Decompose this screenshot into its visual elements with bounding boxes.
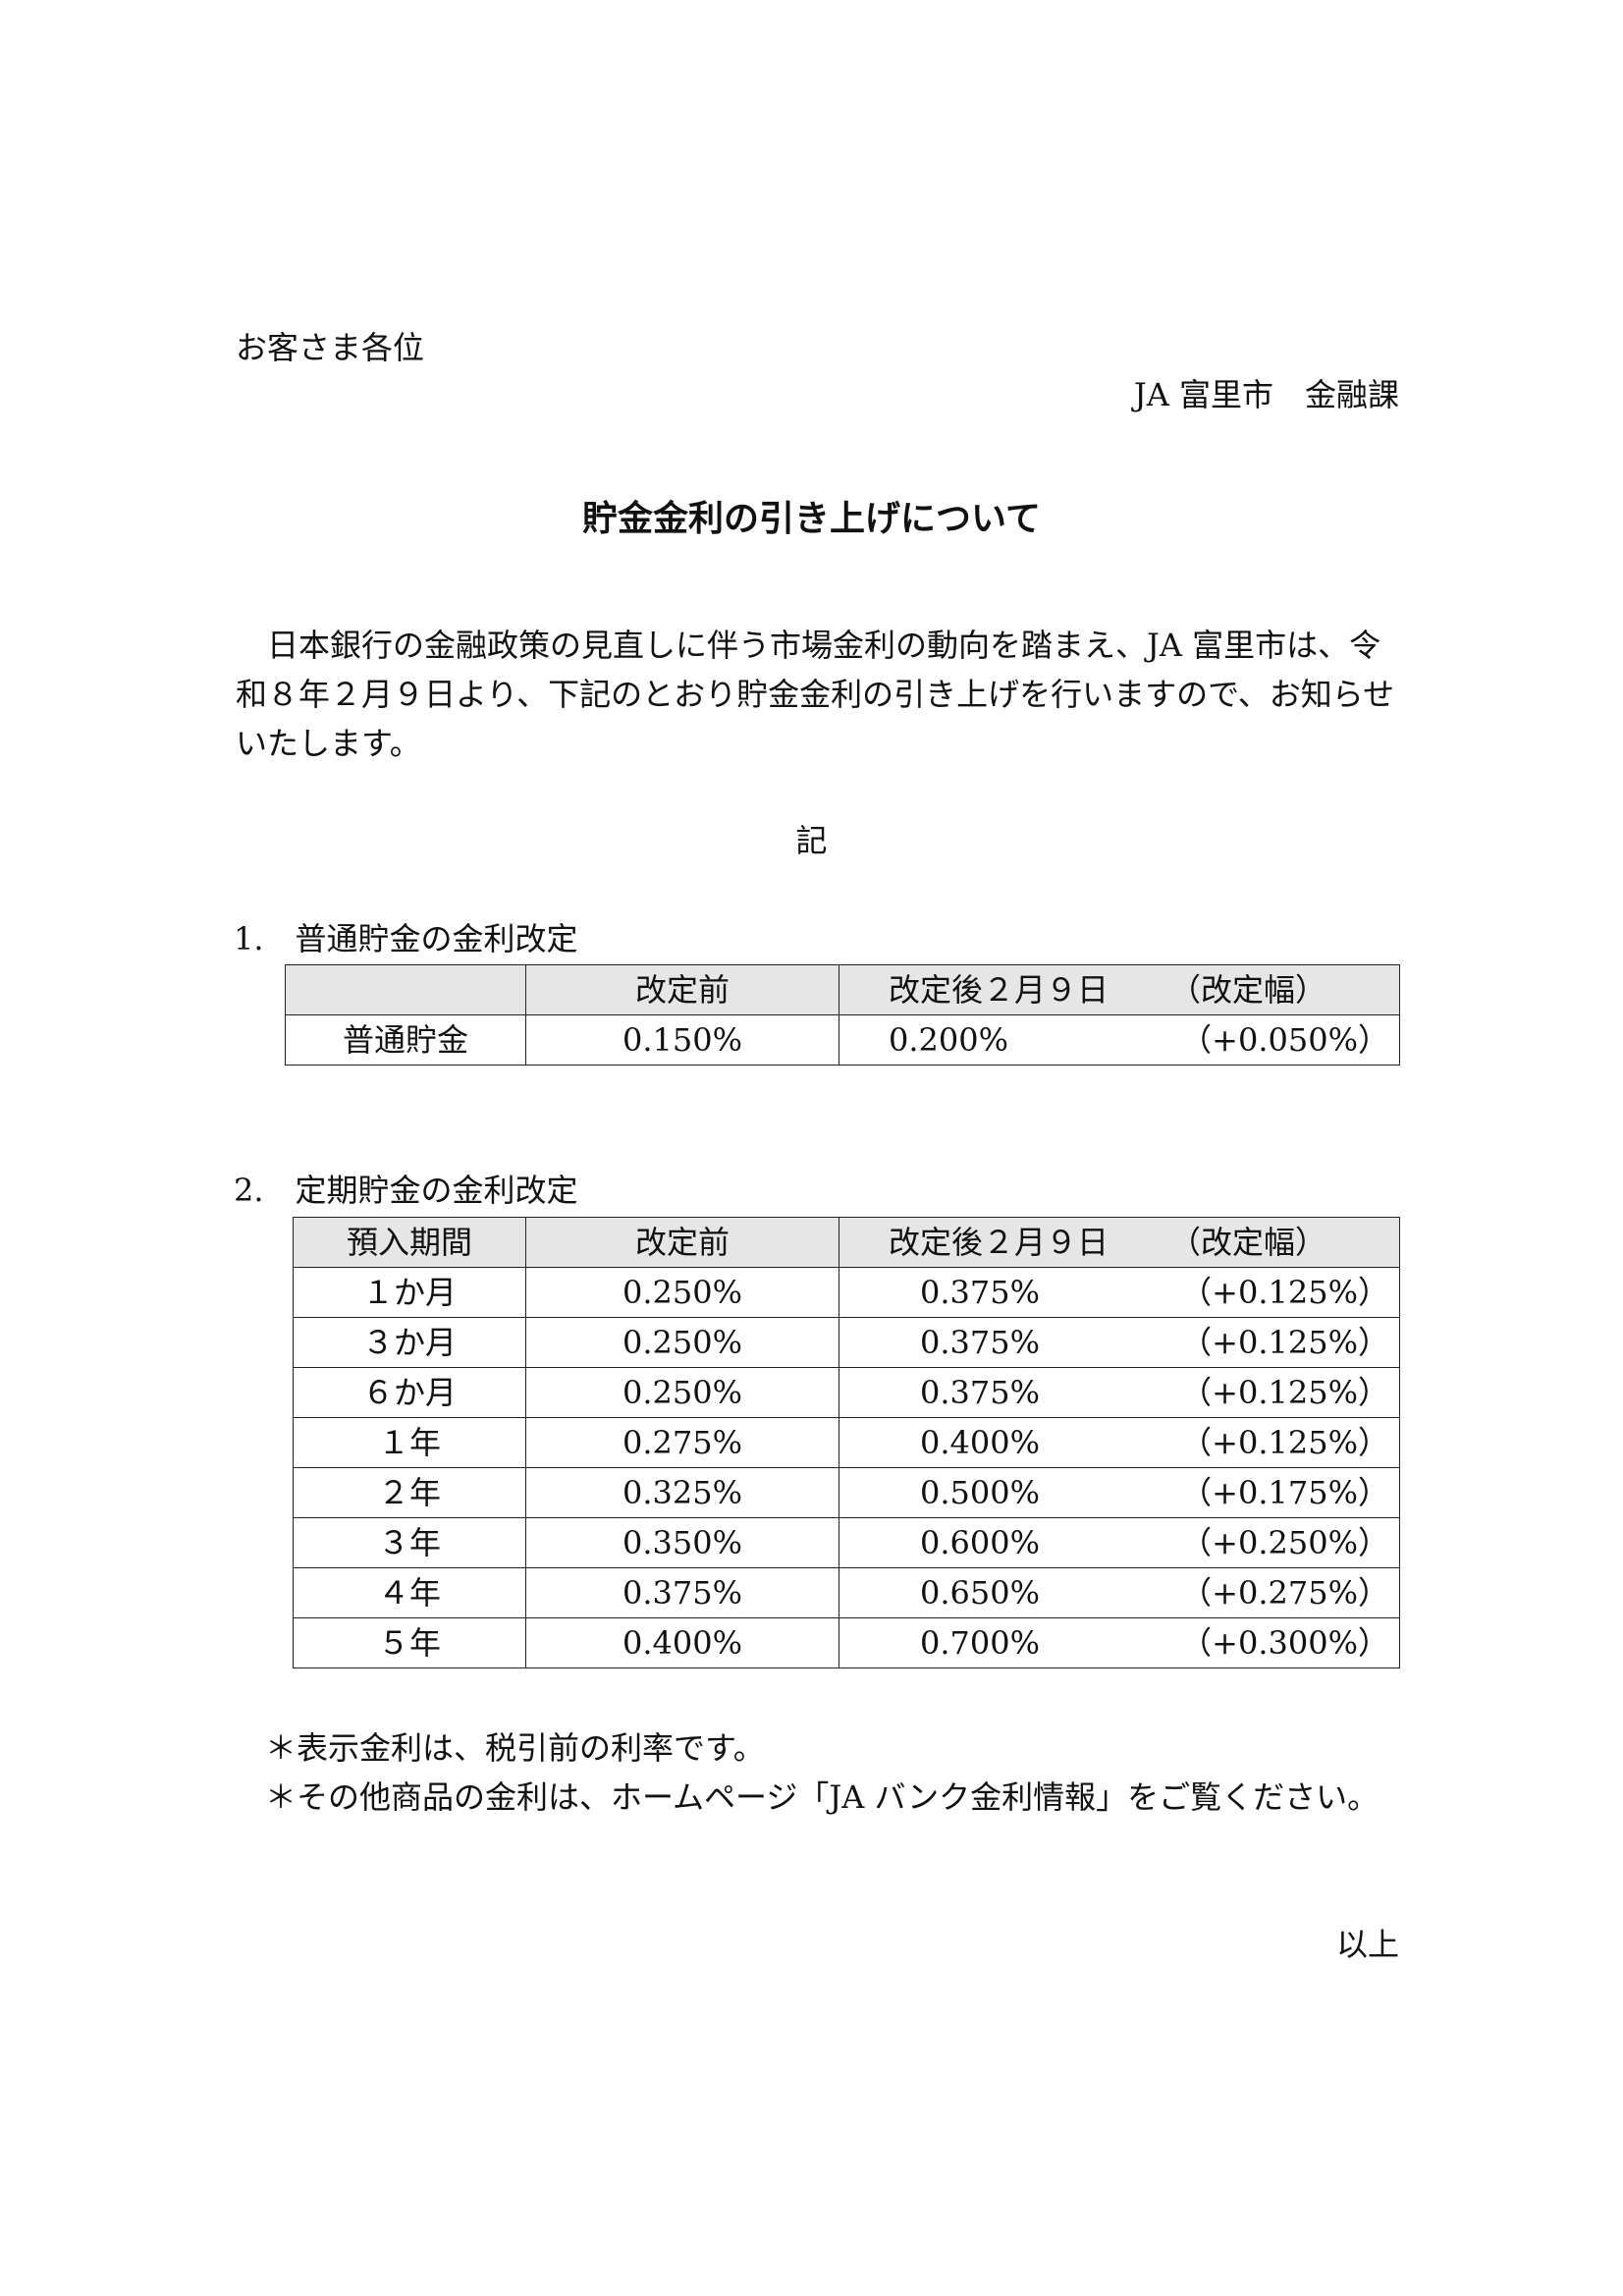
rate-change: （+0.275%） (1180, 1574, 1389, 1612)
time-deposit-rate-table: 預入期間 改定前 改定後２月９日 （改定幅） １か月 0.250% 0.375% （… (293, 1217, 1400, 1668)
header-cell: 改定後２月９日 （改定幅） (839, 1217, 1400, 1268)
table-row: ３か月 0.250% 0.375% （+0.125%） (293, 1317, 1400, 1368)
closing: 以上 (1335, 1926, 1399, 1963)
table-header-row: 預入期間 改定前 改定後２月９日 （改定幅） (293, 1217, 1400, 1268)
rate-change: （+0.125%） (1180, 1274, 1389, 1311)
cell: 0.500% （+0.175%） (839, 1467, 1400, 1518)
header-change: （改定幅） (1168, 971, 1326, 1009)
cell: 0.700% （+0.300%） (839, 1617, 1400, 1668)
rate-change: （+0.125%） (1180, 1374, 1389, 1411)
rate-change: （+0.250%） (1180, 1524, 1389, 1561)
cell: １年 (293, 1417, 526, 1468)
cell: 0.400% （+0.125%） (839, 1417, 1400, 1468)
table-row: ４年 0.375% 0.650% （+0.275%） (293, 1567, 1400, 1618)
ki-label: 記 (795, 822, 828, 859)
sender: JA 富里市 金融課 (1133, 376, 1399, 413)
header-cell: 改定前 (525, 964, 839, 1015)
cell: １か月 (293, 1267, 526, 1318)
note-2: ＊その他商品の金利は、ホームページ「JA バンク金利情報」をご覧ください。 (265, 1778, 1380, 1816)
rate-change: （+0.175%） (1180, 1474, 1389, 1511)
table-row: 普通貯金 0.150% 0.200% （+0.050%） (285, 1014, 1400, 1066)
rate-after: 0.375% (920, 1324, 1041, 1361)
header-after: 改定後２月９日 (889, 1224, 1109, 1261)
cell: 0.375% (525, 1567, 839, 1618)
recipient: お客さま各位 (236, 329, 425, 366)
rate-after: 0.500% (920, 1474, 1041, 1511)
rate-after: 0.700% (920, 1624, 1041, 1662)
body-paragraph: 日本銀行の金融政策の見直しに伴う市場金利の動向を踏まえ、JA 富里市は、令和８年… (236, 627, 1395, 762)
cell: 0.150% (525, 1014, 839, 1066)
rate-change: （+0.050%） (1180, 1021, 1389, 1059)
rate-after: 0.400% (920, 1424, 1041, 1461)
savings-rate-table: 改定前 改定後２月９日 （改定幅） 普通貯金 0.150% 0.200% （+0.0… (285, 964, 1400, 1066)
table-row: １か月 0.250% 0.375% （+0.125%） (293, 1267, 1400, 1318)
cell: 0.350% (525, 1517, 839, 1568)
cell: 0.250% (525, 1317, 839, 1368)
rate-after: 0.375% (920, 1374, 1041, 1411)
cell: ３か月 (293, 1317, 526, 1368)
header-cell: 改定前 (525, 1217, 839, 1268)
cell: 普通貯金 (285, 1014, 526, 1066)
rate-after: 0.650% (920, 1574, 1041, 1612)
cell: 0.650% （+0.275%） (839, 1567, 1400, 1618)
rate-after: 0.375% (920, 1274, 1041, 1311)
header-cell: 改定後２月９日 （改定幅） (839, 964, 1400, 1015)
cell: 0.375% （+0.125%） (839, 1267, 1400, 1318)
cell: ３年 (293, 1517, 526, 1568)
rate-change: （+0.300%） (1180, 1624, 1389, 1662)
rate-change: （+0.125%） (1180, 1324, 1389, 1361)
table-row: ２年 0.325% 0.500% （+0.175%） (293, 1467, 1400, 1518)
header-after: 改定後２月９日 (889, 971, 1109, 1009)
section2-heading: 2. 定期貯金の金利改定 (234, 1172, 578, 1209)
cell: ６か月 (293, 1367, 526, 1418)
table-header-row: 改定前 改定後２月９日 （改定幅） (285, 964, 1400, 1015)
cell: 0.275% (525, 1417, 839, 1468)
rate-after: 0.600% (920, 1524, 1041, 1561)
cell: 0.600% （+0.250%） (839, 1517, 1400, 1568)
section1-heading: 1. 普通貯金の金利改定 (234, 920, 578, 957)
cell: ２年 (293, 1467, 526, 1518)
cell: ５年 (293, 1617, 526, 1668)
body-text: 日本銀行の金融政策の見直しに伴う市場金利の動向を踏まえ、JA 富里市は、令和８年… (236, 621, 1404, 768)
cell: 0.375% （+0.125%） (839, 1317, 1400, 1368)
header-change: （改定幅） (1168, 1224, 1326, 1261)
note-1: ＊表示金利は、税引前の利率です。 (265, 1729, 765, 1767)
table-row: ５年 0.400% 0.700% （+0.300%） (293, 1617, 1400, 1668)
rate-after: 0.200% (889, 1021, 1009, 1059)
header-cell: 預入期間 (293, 1217, 526, 1268)
cell: 0.200% （+0.050%） (839, 1014, 1400, 1066)
cell: 0.400% (525, 1617, 839, 1668)
cell: 0.325% (525, 1467, 839, 1518)
table-row: ３年 0.350% 0.600% （+0.250%） (293, 1517, 1400, 1568)
cell: 0.250% (525, 1267, 839, 1318)
cell: ４年 (293, 1567, 526, 1618)
header-cell (285, 964, 526, 1015)
table-row: ６か月 0.250% 0.375% （+0.125%） (293, 1367, 1400, 1418)
cell: 0.375% （+0.125%） (839, 1367, 1400, 1418)
rate-change: （+0.125%） (1180, 1424, 1389, 1461)
cell: 0.250% (525, 1367, 839, 1418)
page-title: 貯金金利の引き上げについて (582, 498, 1041, 539)
table-row: １年 0.275% 0.400% （+0.125%） (293, 1417, 1400, 1468)
